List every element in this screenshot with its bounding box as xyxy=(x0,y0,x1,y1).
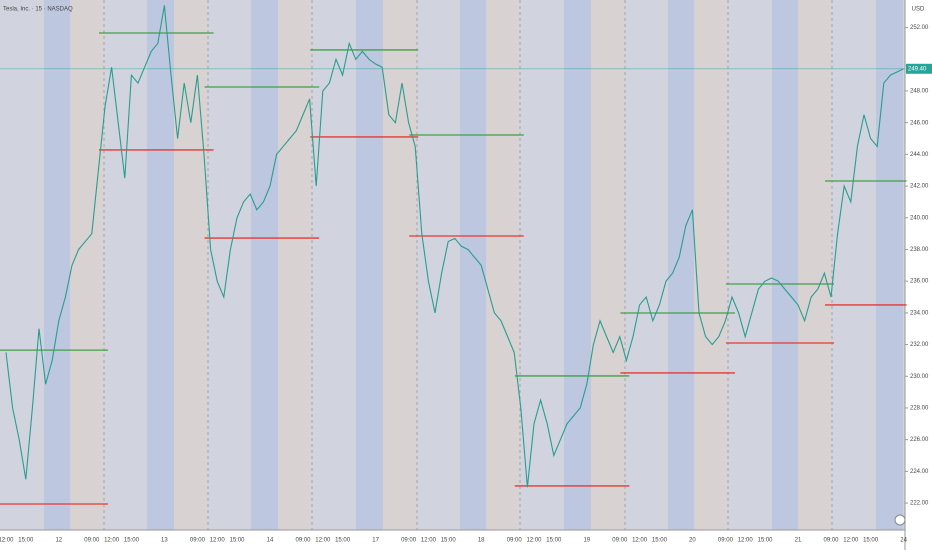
overnight-band xyxy=(147,0,174,530)
x-tick-label: 15:00 xyxy=(652,538,668,544)
x-tick-label: 15:00 xyxy=(863,538,879,544)
premarket-band xyxy=(798,0,832,530)
y-tick-label: 226.00 xyxy=(910,437,929,443)
x-tick-label: 18 xyxy=(478,538,485,544)
x-tick-label: 09:00 xyxy=(190,538,206,544)
y-tick-label: 228.00 xyxy=(910,406,929,412)
x-tick-label: 12:00 xyxy=(104,538,120,544)
y-tick-label: 240.00 xyxy=(910,215,929,221)
x-tick-label: 09:00 xyxy=(295,538,311,544)
x-tick-label: 09:00 xyxy=(401,538,417,544)
x-tick-label: 12:00 xyxy=(0,538,14,544)
overnight-band xyxy=(251,0,278,530)
x-tick-label: 09:00 xyxy=(823,538,839,544)
x-tick-label: 19 xyxy=(583,538,590,544)
x-tick-label: 24 xyxy=(900,538,907,544)
x-tick-label: 15:00 xyxy=(441,538,457,544)
x-tick-label: 12:00 xyxy=(738,538,754,544)
chart-title: Tesla, Inc. · 15 · NASDAQ xyxy=(3,7,73,13)
x-tick-label: 20 xyxy=(689,538,696,544)
y-tick-label: 242.00 xyxy=(910,184,929,190)
x-tick-label: 12:00 xyxy=(421,538,437,544)
y-tick-label: 222.00 xyxy=(910,501,929,507)
overnight-band xyxy=(460,0,487,530)
premarket-band xyxy=(486,0,520,530)
x-tick-label: 15:00 xyxy=(335,538,351,544)
x-tick-label: 09:00 xyxy=(718,538,734,544)
x-tick-label: 09:00 xyxy=(612,538,628,544)
session-bands xyxy=(44,0,903,530)
x-tick-label: 15:00 xyxy=(757,538,773,544)
y-tick-label: 244.00 xyxy=(910,152,929,158)
overnight-band xyxy=(668,0,695,530)
y-tick-label: 252.00 xyxy=(910,25,929,31)
premarket-band xyxy=(174,0,208,530)
overnight-band xyxy=(876,0,903,530)
overnight-band xyxy=(772,0,799,530)
premarket-band xyxy=(591,0,625,530)
x-tick-label: 12:00 xyxy=(632,538,648,544)
y-tick-label: 246.00 xyxy=(910,120,929,126)
x-tick-label: 12:00 xyxy=(843,538,859,544)
x-tick-label: 12:00 xyxy=(526,538,542,544)
overnight-band xyxy=(564,0,591,530)
x-tick-label: 09:00 xyxy=(507,538,523,544)
x-tick-label: 12 xyxy=(55,538,62,544)
x-tick-label: 12:00 xyxy=(210,538,226,544)
x-tick-label: 15:00 xyxy=(18,538,34,544)
x-tick-label: 17 xyxy=(372,538,379,544)
last-price-box xyxy=(906,63,932,74)
premarket-band xyxy=(70,0,104,530)
price-line xyxy=(5,5,904,488)
last-price-label: 249.40 xyxy=(908,66,927,72)
y-tick-label: 248.00 xyxy=(910,89,929,95)
settings-icon[interactable] xyxy=(894,514,906,526)
x-tick-label: 15:00 xyxy=(124,538,140,544)
y-tick-label: 224.00 xyxy=(910,469,929,475)
premarket-band xyxy=(694,0,728,530)
y-tick-label: 230.00 xyxy=(910,374,929,380)
x-tick-label: 21 xyxy=(795,538,802,544)
x-tick-label: 15:00 xyxy=(229,538,245,544)
overnight-band xyxy=(44,0,71,530)
y-tick-label: 238.00 xyxy=(910,247,929,253)
y-tick-label: 236.00 xyxy=(910,279,929,285)
premarket-band xyxy=(278,0,312,530)
x-tick-label: 09:00 xyxy=(84,538,100,544)
x-tick-label: 15:00 xyxy=(546,538,562,544)
overnight-band xyxy=(356,0,383,530)
currency: USD xyxy=(912,7,925,13)
x-tick-label: 14 xyxy=(267,538,274,544)
y-tick-label: 232.00 xyxy=(910,342,929,348)
y-tick-label: 234.00 xyxy=(910,310,929,316)
x-tick-label: 12:00 xyxy=(315,538,331,544)
x-tick-label: 13 xyxy=(161,538,168,544)
premarket-band xyxy=(383,0,417,530)
